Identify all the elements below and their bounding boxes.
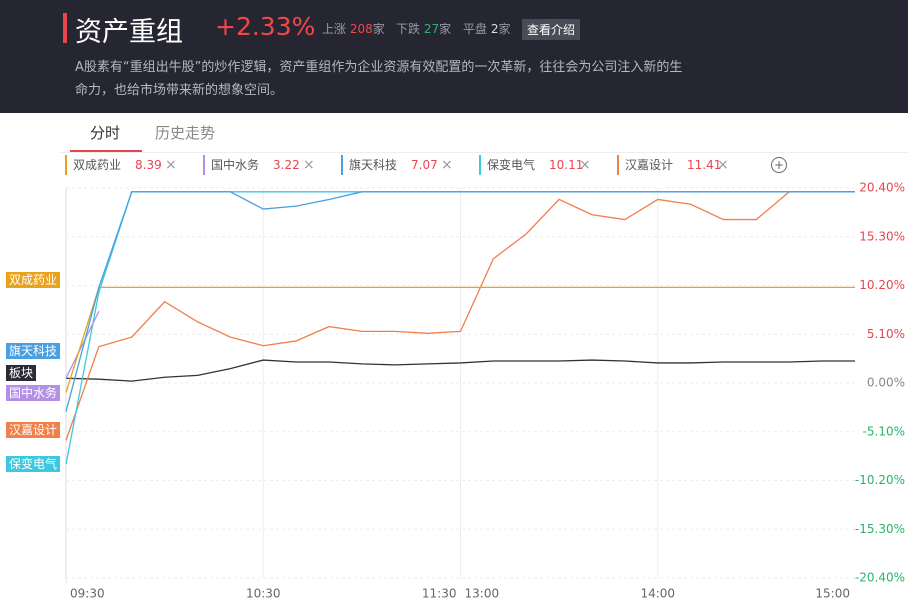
- tag-name: 国中水务: [211, 158, 260, 172]
- series-label: 汉嘉设计: [6, 422, 61, 438]
- x-tick-label: 13:00: [465, 587, 500, 601]
- accent-bar: [63, 13, 67, 43]
- x-tick-label: 10:30: [246, 587, 281, 601]
- x-tick-label: 11:30: [422, 587, 457, 601]
- series-label: 旗天科技: [6, 343, 61, 359]
- y-tick-label: 0.00%: [867, 376, 905, 390]
- unit: 家: [439, 22, 452, 36]
- up-stat: 上涨 208家: [322, 20, 385, 37]
- series-label: 板块: [6, 365, 37, 381]
- y-tick-label: 10.20%: [859, 278, 905, 292]
- unit: 家: [498, 22, 511, 36]
- series-label: 双成药业: [6, 272, 61, 288]
- stock-tag: 保变电气 10.11 ×: [479, 155, 604, 175]
- tag-name: 旗天科技: [349, 158, 398, 172]
- series-line: [65, 191, 855, 412]
- y-tick-label: 15.30%: [859, 229, 905, 243]
- close-icon[interactable]: ×: [441, 157, 453, 173]
- tag-price: 7.07: [411, 158, 438, 172]
- stock-tag: 旗天科技 7.07 ×: [341, 155, 466, 175]
- label: 平盘: [463, 22, 488, 36]
- tab-rule: [60, 152, 908, 153]
- close-icon[interactable]: ×: [303, 157, 315, 173]
- tag-price: 10.11: [549, 158, 584, 172]
- series-line: [65, 311, 100, 379]
- stock-tag: 双成药业 8.39 ×: [65, 155, 190, 175]
- y-tick-label: -15.30%: [855, 522, 905, 536]
- flat-stat: 平盘 2家: [463, 20, 511, 37]
- y-tick-label: 5.10%: [867, 327, 905, 341]
- series-label: 保变电气: [6, 456, 61, 472]
- tab-underline: [70, 150, 142, 152]
- change: +2.33%: [215, 12, 316, 41]
- tab[interactable]: 历史走势: [155, 124, 216, 142]
- tag-price: 8.39: [135, 158, 162, 172]
- down-stat: 下跌 27家: [396, 20, 451, 37]
- tag-name: 双成药业: [73, 158, 122, 172]
- chart: 20.40% 15.30% 10.20% 5.10% 0.00% -5.10% -10.20…: [65, 181, 905, 601]
- description: A股素有“重组出牛股”的炒作逻辑，资产重组作为企业资源有效配置的一次革新，往往会…: [75, 60, 683, 98]
- y-tick-label: -5.10%: [863, 424, 905, 438]
- add-button[interactable]: +: [771, 157, 787, 173]
- x-tick-label: 15:00: [815, 587, 850, 601]
- tag-name: 汉嘉设计: [625, 158, 674, 172]
- label: 下跌: [396, 22, 421, 36]
- close-icon[interactable]: ×: [165, 157, 177, 173]
- tag-name: 保变电气: [487, 158, 536, 172]
- close-icon[interactable]: ×: [579, 157, 591, 173]
- stock-tag: 国中水务 3.22 ×: [203, 155, 328, 175]
- tab[interactable]: 分时: [90, 124, 121, 142]
- series-label: 国中水务: [6, 385, 61, 401]
- intro-button[interactable]: 查看介绍: [522, 19, 581, 40]
- x-tick-label: 09:30: [70, 587, 105, 601]
- stock-tag: 汉嘉设计 11.41 ×: [617, 155, 742, 175]
- count: 27: [423, 22, 440, 36]
- count: 2: [490, 22, 499, 36]
- series-line: [65, 191, 855, 441]
- tag-price: 11.41: [687, 158, 722, 172]
- unit: 家: [372, 22, 385, 36]
- series-line: [65, 286, 855, 393]
- close-icon[interactable]: ×: [717, 157, 729, 173]
- label: 上涨: [322, 22, 347, 36]
- series-line: [65, 359, 855, 382]
- header: 资产重组 +2.33% 上涨 208家 下跌 27家 平盘 2家 查看介绍 A股…: [0, 0, 908, 113]
- title: 资产重组: [75, 17, 183, 48]
- tag-price: 3.22: [273, 158, 300, 172]
- y-tick-label: -10.20%: [855, 473, 905, 487]
- x-tick-label: 14:00: [640, 587, 675, 601]
- count: 208: [349, 22, 373, 36]
- y-tick-label: 20.40%: [859, 181, 905, 195]
- y-tick-label: -20.40%: [855, 571, 905, 585]
